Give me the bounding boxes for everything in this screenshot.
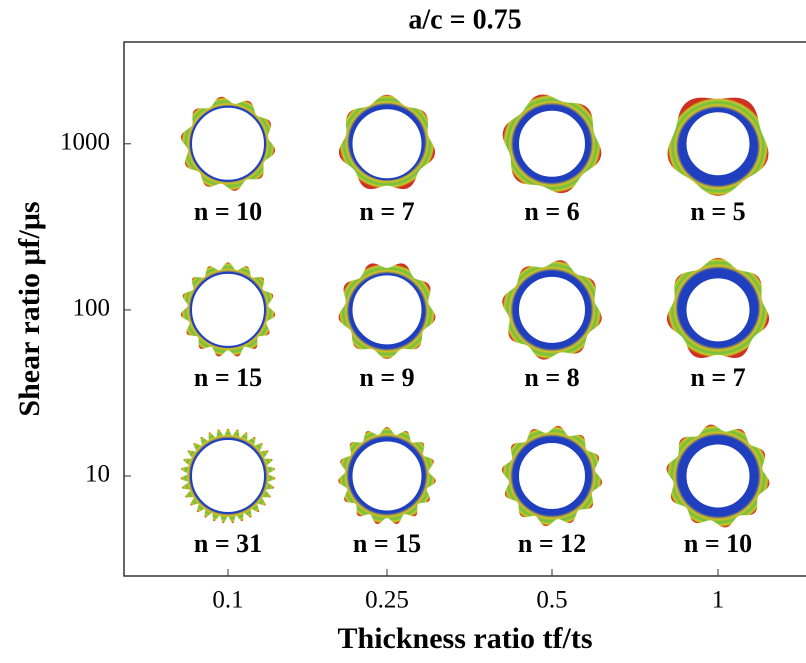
wrinkled-ring xyxy=(181,96,275,191)
wrinkled-ring xyxy=(180,262,276,357)
ring-inner xyxy=(684,442,752,510)
mode-label: n = 15 xyxy=(353,529,421,558)
mode-label: n = 9 xyxy=(359,363,414,392)
mode-label: n = 7 xyxy=(690,363,745,392)
ring-inner xyxy=(350,273,424,347)
mode-label: n = 10 xyxy=(684,529,752,558)
ring-inner xyxy=(190,105,266,182)
wrinkled-ring xyxy=(667,97,769,196)
ring-inner xyxy=(190,271,266,348)
ring-inner xyxy=(350,439,424,513)
wrinkled-ring xyxy=(667,257,769,358)
x-tick-label: 0.5 xyxy=(536,587,567,614)
y-tick-label: 100 xyxy=(73,295,111,322)
ring-inner xyxy=(684,276,752,344)
y-axis-label: Shear ratio μf/μs xyxy=(13,201,46,416)
ring-inner xyxy=(684,110,752,178)
mode-label: n = 15 xyxy=(194,363,262,392)
x-tick-label: 0.1 xyxy=(212,587,243,614)
mode-label: n = 31 xyxy=(194,529,262,558)
x-tick-label: 1 xyxy=(712,587,725,614)
wrinkled-ring xyxy=(339,94,435,190)
plot-frame xyxy=(123,41,806,577)
x-tick-label: 0.25 xyxy=(365,587,409,614)
ring-inner xyxy=(517,108,587,179)
ring-inner xyxy=(517,440,587,511)
ring-inner xyxy=(517,274,587,345)
mode-label: n = 10 xyxy=(194,197,262,226)
mode-label: n = 12 xyxy=(518,529,586,558)
wrinkled-ring xyxy=(502,94,602,194)
mode-label: n = 8 xyxy=(524,363,579,392)
ring-inner xyxy=(190,437,266,514)
y-tick-label: 10 xyxy=(85,461,110,488)
wrinkled-ring xyxy=(180,428,276,524)
mode-label: n = 5 xyxy=(690,197,745,226)
wrinkled-ring xyxy=(502,260,602,360)
chart-title: a/c = 0.75 xyxy=(408,4,521,35)
wrinkled-ring xyxy=(338,427,436,524)
ring-inner xyxy=(350,107,424,181)
wrinkled-ring xyxy=(501,425,603,527)
x-axis-label: Thickness ratio tf/ts xyxy=(338,622,593,655)
mode-label: n = 7 xyxy=(359,197,414,226)
mode-label: n = 6 xyxy=(524,197,579,226)
y-tick-label: 1000 xyxy=(60,129,110,156)
wrinkled-ring xyxy=(338,263,436,359)
wrinkled-ring xyxy=(666,424,770,528)
